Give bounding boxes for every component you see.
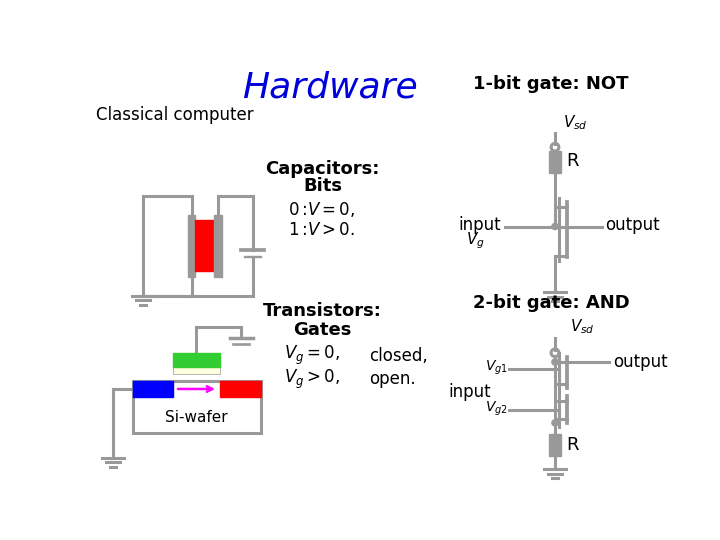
Text: Transistors:: Transistors: [263, 302, 382, 320]
Text: Classical computer: Classical computer [96, 106, 254, 124]
Text: Hardware: Hardware [243, 71, 418, 105]
Bar [195, 220, 214, 271]
Text: output: output [606, 216, 660, 234]
Text: R: R [567, 152, 579, 170]
Bar [132, 381, 261, 433]
Bar [188, 215, 195, 276]
Circle shape [552, 420, 558, 426]
Text: $V = 0,$: $V = 0,$ [307, 200, 355, 219]
Text: closed,: closed, [369, 347, 428, 365]
Text: $0:$: $0:$ [287, 200, 307, 219]
Bar [173, 367, 220, 374]
Circle shape [552, 224, 558, 230]
Text: 1-bit gate: NOT: 1-bit gate: NOT [473, 75, 629, 93]
Bar [132, 381, 173, 397]
Text: $V_{sd}$: $V_{sd}$ [570, 318, 595, 336]
Circle shape [552, 359, 558, 365]
Text: input: input [448, 383, 490, 401]
Bar [549, 434, 561, 456]
Bar [214, 215, 222, 276]
Text: $V_{g1}$: $V_{g1}$ [485, 358, 508, 376]
Text: R: R [567, 436, 579, 454]
Bar [220, 381, 261, 397]
Text: $V_g = 0,$: $V_g = 0,$ [284, 345, 340, 367]
Text: $V_g$: $V_g$ [466, 230, 485, 251]
Bar [173, 353, 220, 367]
Text: Bits: Bits [303, 178, 342, 195]
Text: $V_g > 0,$: $V_g > 0,$ [284, 367, 340, 390]
Text: 2-bit gate: AND: 2-bit gate: AND [473, 294, 629, 313]
Text: input: input [458, 216, 500, 234]
Text: $V_{g2}$: $V_{g2}$ [485, 400, 508, 418]
Text: Capacitors:: Capacitors: [265, 160, 379, 178]
Text: $V_{sd}$: $V_{sd}$ [563, 113, 588, 132]
Bar [549, 151, 561, 173]
Text: open.: open. [369, 370, 415, 388]
Text: $V > 0.$: $V > 0.$ [307, 221, 355, 239]
Text: Gates: Gates [293, 321, 351, 340]
Text: output: output [613, 353, 667, 371]
Text: Si-wafer: Si-wafer [166, 410, 228, 425]
Text: $1:$: $1:$ [287, 221, 307, 239]
